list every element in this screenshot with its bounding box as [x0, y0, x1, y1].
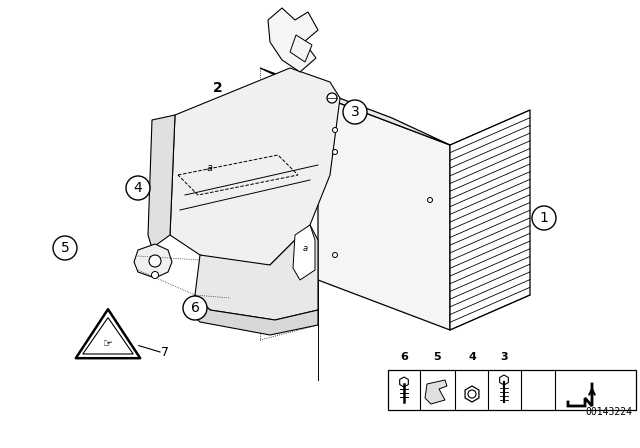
Circle shape [333, 253, 337, 258]
Polygon shape [134, 244, 172, 278]
Polygon shape [76, 309, 140, 358]
Text: 1: 1 [540, 211, 548, 225]
Circle shape [343, 100, 367, 124]
Circle shape [126, 176, 150, 200]
Polygon shape [170, 68, 340, 275]
Circle shape [53, 236, 77, 260]
Text: 5: 5 [433, 352, 441, 362]
Text: a: a [303, 244, 308, 253]
Text: 3: 3 [500, 352, 508, 362]
Circle shape [333, 150, 337, 155]
Bar [388, 370, 636, 410]
Polygon shape [318, 95, 450, 330]
Polygon shape [148, 115, 175, 248]
Text: 4: 4 [468, 352, 476, 362]
Circle shape [428, 198, 433, 202]
Polygon shape [185, 295, 318, 335]
Polygon shape [268, 8, 318, 72]
Circle shape [532, 206, 556, 230]
Circle shape [149, 255, 161, 267]
Circle shape [152, 271, 159, 279]
Text: ☞: ☞ [103, 339, 113, 349]
Polygon shape [293, 225, 315, 280]
Polygon shape [450, 110, 530, 330]
Text: 3: 3 [351, 105, 360, 119]
Text: 6: 6 [400, 352, 408, 362]
Polygon shape [260, 68, 450, 145]
Text: 00143224: 00143224 [585, 407, 632, 417]
Circle shape [333, 128, 337, 133]
Text: 7: 7 [161, 345, 169, 358]
Circle shape [327, 93, 337, 103]
Text: a: a [207, 163, 213, 173]
Circle shape [183, 296, 207, 320]
Text: 5: 5 [61, 241, 69, 255]
Polygon shape [425, 380, 447, 404]
Text: 2: 2 [213, 81, 223, 95]
Polygon shape [195, 225, 318, 320]
Polygon shape [290, 35, 312, 62]
Text: 6: 6 [191, 301, 200, 315]
Text: 4: 4 [134, 181, 142, 195]
